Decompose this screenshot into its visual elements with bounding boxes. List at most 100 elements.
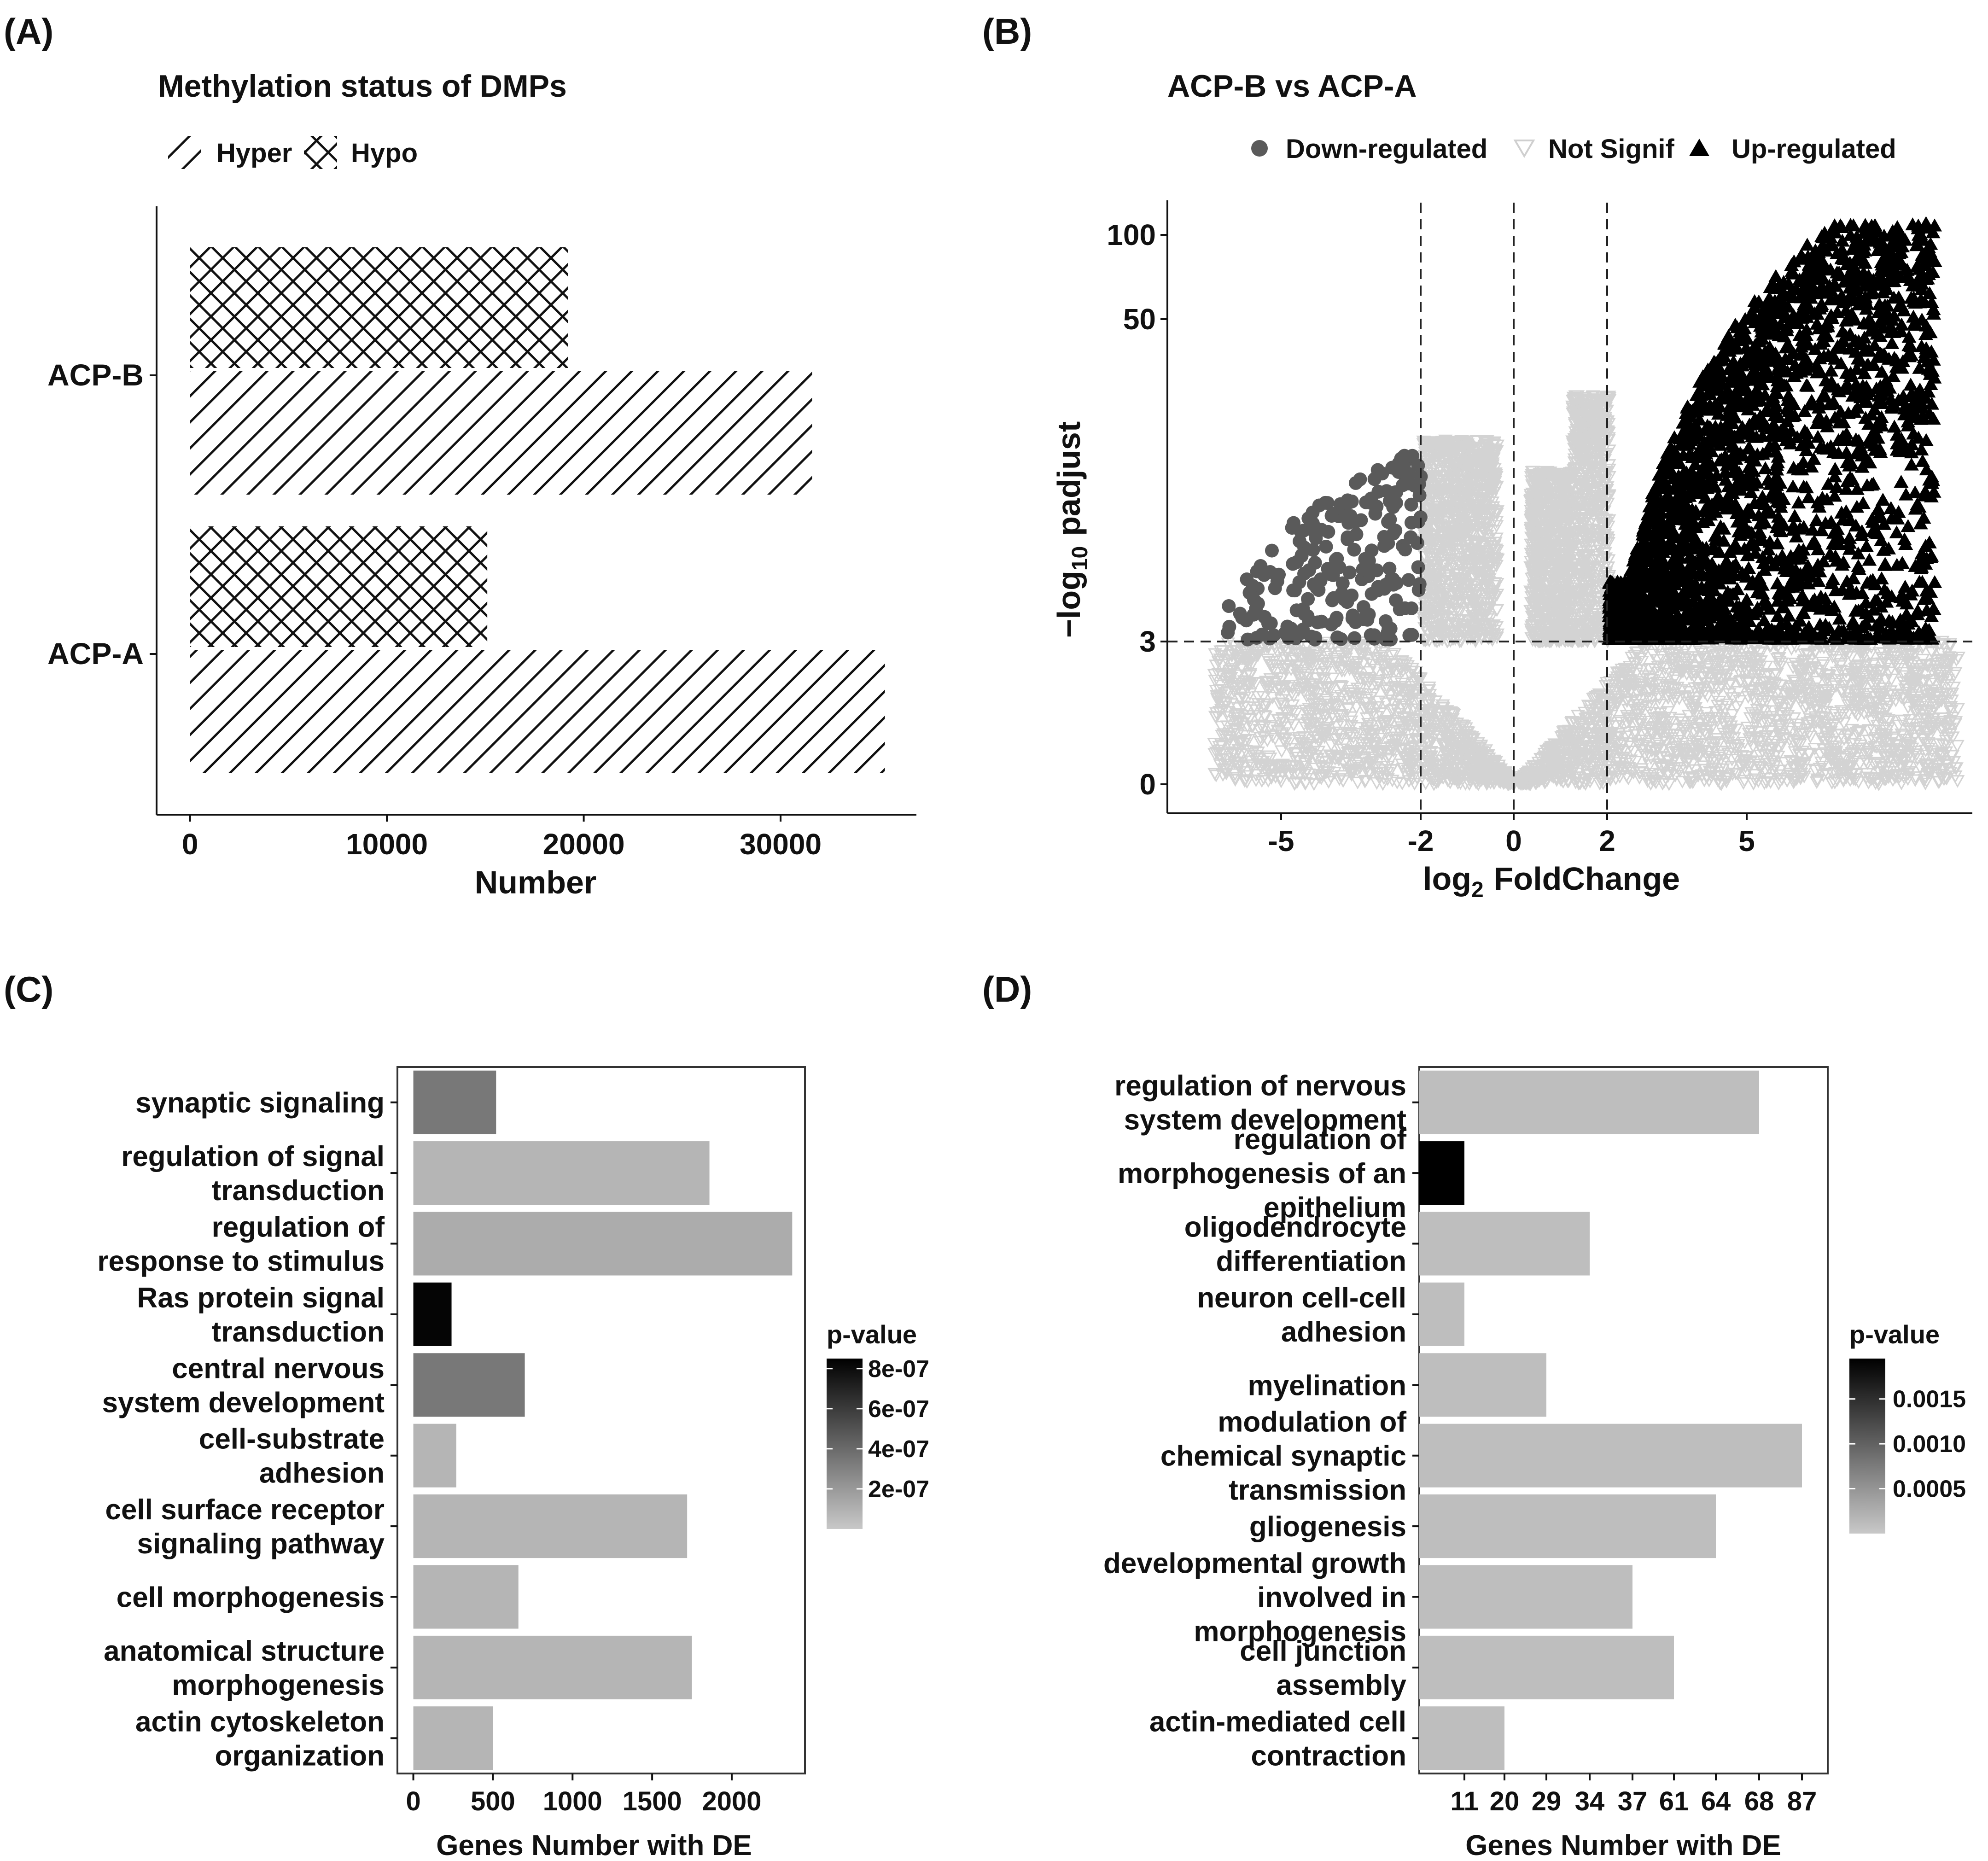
point-not-signif (1269, 683, 1284, 696)
point-not-signif (1274, 694, 1289, 707)
point-not-signif (1655, 679, 1669, 692)
point-not-signif (1640, 770, 1655, 783)
point-not-signif (1629, 667, 1644, 681)
point-not-signif (1478, 601, 1493, 614)
point-not-signif (1736, 754, 1751, 767)
point-not-signif (1726, 659, 1741, 672)
point-not-signif (1687, 702, 1702, 716)
point-not-signif (1224, 656, 1239, 669)
point-not-signif (1230, 702, 1245, 715)
point-not-signif (1380, 773, 1395, 786)
point-not-signif (1553, 773, 1568, 786)
point-not-signif (1327, 653, 1342, 666)
point-not-signif (1331, 726, 1346, 740)
point-not-signif (1566, 758, 1581, 770)
point-not-signif (1589, 691, 1603, 704)
point-not-signif (1453, 473, 1468, 486)
point-not-signif (1275, 712, 1290, 725)
panel-label-c: (C) (4, 969, 53, 1009)
point-not-signif (1669, 652, 1685, 665)
point-not-signif (1231, 708, 1246, 721)
point-not-signif (1439, 762, 1454, 775)
point-not-signif (1461, 443, 1476, 456)
point-not-signif (1920, 714, 1935, 727)
point-not-signif (1873, 759, 1888, 772)
point-not-signif (1865, 671, 1880, 684)
point-not-signif (1799, 700, 1814, 713)
point-not-signif (1677, 661, 1691, 674)
point-not-signif (1920, 739, 1935, 752)
point-not-signif (1685, 703, 1700, 717)
point-not-signif (1743, 685, 1758, 698)
point-not-signif (1942, 651, 1957, 664)
point-not-signif (1358, 776, 1372, 789)
point-not-signif (1218, 763, 1232, 776)
point-not-signif (1579, 758, 1594, 771)
point-not-signif (1577, 727, 1592, 740)
point-not-signif (1818, 735, 1832, 748)
point-not-signif (1816, 659, 1831, 672)
point-not-signif (1761, 681, 1776, 694)
point-not-signif (1896, 730, 1911, 743)
point-not-signif (1545, 490, 1559, 503)
point-not-signif (1443, 706, 1458, 719)
point-not-signif (1459, 507, 1475, 520)
point-not-signif (1917, 774, 1932, 787)
panel-a-category-acp-b: ACP-B (47, 358, 144, 392)
point-not-signif (1638, 645, 1652, 658)
point-not-signif (1475, 583, 1490, 596)
point-not-signif (1213, 749, 1227, 762)
point-not-signif (1640, 775, 1655, 788)
point-not-signif (1589, 716, 1603, 729)
point-not-signif (1842, 647, 1857, 660)
point-not-signif (1919, 775, 1934, 788)
point-not-signif (1601, 554, 1616, 567)
point-not-signif (1904, 648, 1918, 661)
point-not-signif (1811, 705, 1825, 718)
point-not-signif (1319, 658, 1334, 671)
point-not-signif (1273, 684, 1288, 697)
bar-acp-b-hyper (190, 371, 812, 495)
point-not-signif (1945, 750, 1960, 763)
point-not-signif (1788, 677, 1802, 689)
point-not-signif (1569, 516, 1584, 530)
bar-acp-b-hypo (190, 247, 568, 368)
point-not-signif (1950, 703, 1965, 716)
point-not-signif (1288, 707, 1303, 721)
point-not-signif (1894, 762, 1909, 775)
point-not-signif (1860, 742, 1874, 755)
point-not-signif (1365, 659, 1380, 671)
point-not-signif (1633, 694, 1648, 706)
legend-hyper-swatch (168, 136, 201, 169)
point-not-signif (1349, 701, 1364, 715)
point-not-signif (1299, 704, 1313, 718)
point-not-signif (1219, 654, 1234, 667)
point-not-signif (1702, 667, 1716, 680)
point-not-signif (1725, 647, 1739, 660)
point-not-signif (1814, 668, 1829, 681)
point-not-signif (1590, 689, 1605, 703)
panel-a-x-ticks: 0 10000 20000 30000 (182, 815, 822, 861)
point-not-signif (1852, 659, 1866, 672)
point-not-signif (1253, 719, 1268, 733)
point-not-signif (1362, 654, 1376, 667)
point-not-signif (1827, 776, 1842, 790)
point-not-signif (1705, 754, 1720, 767)
point-not-signif (1810, 773, 1825, 787)
point-not-signif (1707, 736, 1722, 749)
point-not-signif (1743, 651, 1757, 664)
point-not-signif (1568, 419, 1582, 432)
point-not-signif (1859, 748, 1873, 761)
point-not-signif (1742, 684, 1757, 698)
point-not-signif (1434, 492, 1449, 506)
point-not-signif (1602, 459, 1616, 472)
point-not-signif (1317, 654, 1331, 668)
point-not-signif (1871, 711, 1886, 724)
point-not-signif (1788, 688, 1803, 701)
point-not-signif (1936, 750, 1951, 763)
point-not-signif (1841, 699, 1856, 712)
point-not-signif (1836, 733, 1851, 747)
point-not-signif (1582, 600, 1597, 613)
point-not-signif (1890, 651, 1905, 665)
point-not-signif (1877, 687, 1892, 700)
